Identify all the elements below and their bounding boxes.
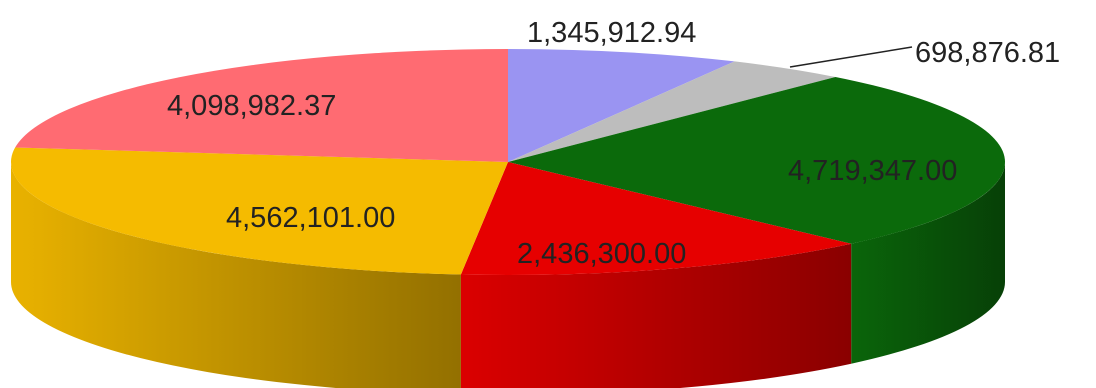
slice-side-3: [851, 162, 1005, 364]
slice-6: [15, 49, 508, 162]
slice-label-6: 4,098,982.37: [167, 90, 336, 122]
pie-sides: [11, 162, 1005, 388]
slice-5: [11, 147, 509, 275]
slice-side-4: [460, 243, 852, 388]
slice-label-2: 698,876.81: [915, 37, 1060, 69]
slice-1: [508, 49, 735, 162]
slice-label-5: 4,562,101.00: [226, 202, 395, 234]
slice-label-2-leader: [789, 46, 913, 68]
slice-labels: 1,345,912.94 698,876.81 4,719,347.00 2,4…: [167, 17, 1060, 270]
slice-3: [508, 76, 1005, 244]
slice-4: [460, 162, 852, 275]
slice-2: [508, 61, 836, 162]
pie-top: [11, 49, 1005, 275]
slice-label-3: 4,719,347.00: [788, 155, 957, 187]
slice-side-5: [11, 162, 461, 388]
slice-label-4: 2,436,300.00: [517, 238, 686, 270]
slice-label-1: 1,345,912.94: [527, 17, 696, 49]
